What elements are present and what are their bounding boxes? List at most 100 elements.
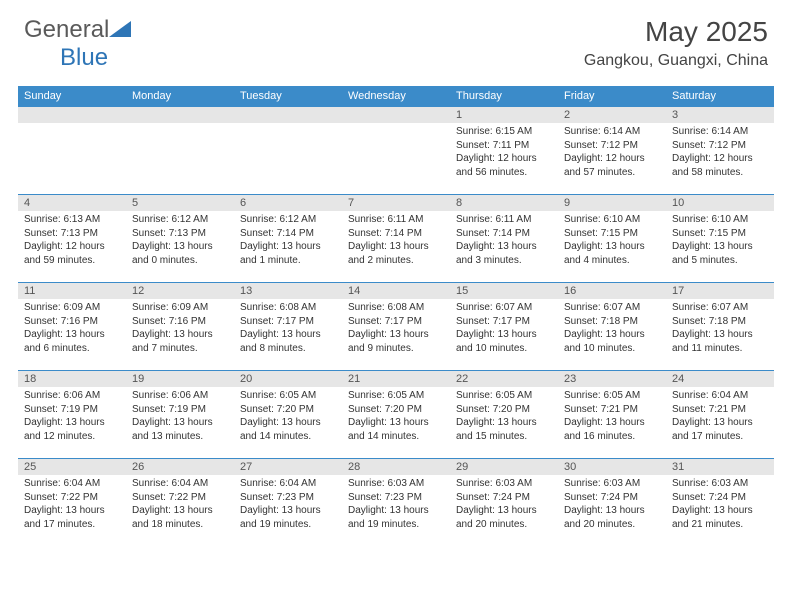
daylight-line: Daylight: 13 hours and 7 minutes. <box>132 329 213 354</box>
calendar-cell: 5Sunrise: 6:12 AMSunset: 7:13 PMDaylight… <box>126 194 234 282</box>
weekday-header: Monday <box>126 86 234 106</box>
calendar-cell: 17Sunrise: 6:07 AMSunset: 7:18 PMDayligh… <box>666 282 774 370</box>
weekday-header: Wednesday <box>342 86 450 106</box>
logo-triangle-icon <box>109 21 131 37</box>
day-number: 11 <box>18 282 126 299</box>
daylight-line: Daylight: 13 hours and 14 minutes. <box>240 417 321 442</box>
sunset-line: Sunset: 7:16 PM <box>132 316 206 327</box>
sunset-line: Sunset: 7:24 PM <box>672 492 746 503</box>
daylight-line: Daylight: 12 hours and 59 minutes. <box>24 241 105 266</box>
day-body: Sunrise: 6:11 AMSunset: 7:14 PMDaylight:… <box>342 211 450 271</box>
sunrise-line: Sunrise: 6:04 AM <box>672 390 748 401</box>
day-body: Sunrise: 6:05 AMSunset: 7:20 PMDaylight:… <box>342 387 450 447</box>
calendar-cell: 26Sunrise: 6:04 AMSunset: 7:22 PMDayligh… <box>126 458 234 546</box>
sunrise-line: Sunrise: 6:05 AM <box>564 390 640 401</box>
daylight-line: Daylight: 13 hours and 5 minutes. <box>672 241 753 266</box>
sunrise-line: Sunrise: 6:14 AM <box>672 126 748 137</box>
calendar-cell: 12Sunrise: 6:09 AMSunset: 7:16 PMDayligh… <box>126 282 234 370</box>
calendar-cell: 27Sunrise: 6:04 AMSunset: 7:23 PMDayligh… <box>234 458 342 546</box>
calendar-cell: 25Sunrise: 6:04 AMSunset: 7:22 PMDayligh… <box>18 458 126 546</box>
daylight-line: Daylight: 12 hours and 56 minutes. <box>456 153 537 178</box>
sunset-line: Sunset: 7:22 PM <box>24 492 98 503</box>
sunrise-line: Sunrise: 6:08 AM <box>348 302 424 313</box>
day-number: 21 <box>342 370 450 387</box>
day-body: Sunrise: 6:07 AMSunset: 7:18 PMDaylight:… <box>558 299 666 359</box>
day-number: 7 <box>342 194 450 211</box>
sunrise-line: Sunrise: 6:03 AM <box>348 478 424 489</box>
sunset-line: Sunset: 7:23 PM <box>348 492 422 503</box>
sunset-line: Sunset: 7:20 PM <box>456 404 530 415</box>
sunset-line: Sunset: 7:11 PM <box>456 140 529 151</box>
day-body: Sunrise: 6:09 AMSunset: 7:16 PMDaylight:… <box>18 299 126 359</box>
day-number: 4 <box>18 194 126 211</box>
day-body: Sunrise: 6:03 AMSunset: 7:24 PMDaylight:… <box>666 475 774 535</box>
day-number: 25 <box>18 458 126 475</box>
sunset-line: Sunset: 7:16 PM <box>24 316 98 327</box>
calendar-cell: 4 Sunrise: 6:13 AM Sunset: 7:13 PM Daylight… <box>18 194 126 282</box>
calendar-cell: 11Sunrise: 6:09 AMSunset: 7:16 PMDayligh… <box>18 282 126 370</box>
sunrise-line: Sunrise: 6:06 AM <box>24 390 100 401</box>
calendar-head: SundayMondayTuesdayWednesdayThursdayFrid… <box>18 86 774 106</box>
day-number: 17 <box>666 282 774 299</box>
calendar-cell: 10Sunrise: 6:10 AMSunset: 7:15 PMDayligh… <box>666 194 774 282</box>
day-body: Sunrise: 6:08 AMSunset: 7:17 PMDaylight:… <box>342 299 450 359</box>
sunset-line: Sunset: 7:20 PM <box>240 404 314 415</box>
daylight-line: Daylight: 13 hours and 10 minutes. <box>456 329 537 354</box>
day-number: 12 <box>126 282 234 299</box>
logo-text-general: General <box>24 16 109 43</box>
calendar-cell: 9Sunrise: 6:10 AMSunset: 7:15 PMDaylight… <box>558 194 666 282</box>
day-number: 19 <box>126 370 234 387</box>
day-number-empty <box>126 106 234 123</box>
day-number: 3 <box>666 106 774 123</box>
day-number: 1 <box>450 106 558 123</box>
sunrise-line: Sunrise: 6:14 AM <box>564 126 640 137</box>
month-title: May 2025 <box>584 16 768 48</box>
daylight-line: Daylight: 13 hours and 4 minutes. <box>564 241 645 266</box>
sunrise-line: Sunrise: 6:07 AM <box>672 302 748 313</box>
sunset-line: Sunset: 7:18 PM <box>564 316 638 327</box>
sunset-line: Sunset: 7:22 PM <box>132 492 206 503</box>
daylight-line: Daylight: 13 hours and 21 minutes. <box>672 505 753 530</box>
sunset-line: Sunset: 7:24 PM <box>456 492 530 503</box>
sunset-line: Sunset: 7:17 PM <box>348 316 422 327</box>
sunrise-line: Sunrise: 6:12 AM <box>132 214 208 225</box>
calendar-cell: 31Sunrise: 6:03 AMSunset: 7:24 PMDayligh… <box>666 458 774 546</box>
calendar-cell: 24Sunrise: 6:04 AMSunset: 7:21 PMDayligh… <box>666 370 774 458</box>
sunset-line: Sunset: 7:18 PM <box>672 316 746 327</box>
day-body: Sunrise: 6:07 AMSunset: 7:18 PMDaylight:… <box>666 299 774 359</box>
calendar-cell: 14Sunrise: 6:08 AMSunset: 7:17 PMDayligh… <box>342 282 450 370</box>
sunset-line: Sunset: 7:15 PM <box>564 228 638 239</box>
sunset-line: Sunset: 7:21 PM <box>672 404 746 415</box>
day-body: Sunrise: 6:04 AMSunset: 7:22 PMDaylight:… <box>18 475 126 535</box>
sunrise-line: Sunrise: 6:11 AM <box>456 214 531 225</box>
calendar-cell-empty <box>126 106 234 194</box>
sunrise-line: Sunrise: 6:03 AM <box>456 478 532 489</box>
day-number: 9 <box>558 194 666 211</box>
daylight-line: Daylight: 13 hours and 10 minutes. <box>564 329 645 354</box>
day-number: 16 <box>558 282 666 299</box>
sunrise-line: Sunrise: 6:09 AM <box>24 302 100 313</box>
sunrise-line: Sunrise: 6:03 AM <box>564 478 640 489</box>
weekday-header: Friday <box>558 86 666 106</box>
calendar-cell: 13Sunrise: 6:08 AMSunset: 7:17 PMDayligh… <box>234 282 342 370</box>
calendar-cell: 16Sunrise: 6:07 AMSunset: 7:18 PMDayligh… <box>558 282 666 370</box>
day-body: Sunrise: 6:03 AM Sunset: 7:23 PM Daylight:… <box>342 475 450 535</box>
sunset-line: Sunset: 7:19 PM <box>132 404 206 415</box>
sunset-line: Sunset: 7:13 PM <box>24 228 98 239</box>
day-number: 8 <box>450 194 558 211</box>
weekday-header: Saturday <box>666 86 774 106</box>
day-body: Sunrise: 6:04 AMSunset: 7:21 PMDaylight:… <box>666 387 774 447</box>
day-body: Sunrise: 6:13 AM Sunset: 7:13 PM Daylight:… <box>18 211 126 271</box>
day-number: 28 <box>342 458 450 475</box>
calendar-row: 25Sunrise: 6:04 AMSunset: 7:22 PMDayligh… <box>18 458 774 546</box>
sunrise-line: Sunrise: 6:08 AM <box>240 302 316 313</box>
calendar-cell: 2Sunrise: 6:14 AMSunset: 7:12 PMDaylight… <box>558 106 666 194</box>
daylight-line: Daylight: 13 hours and 13 minutes. <box>132 417 213 442</box>
daylight-line: Daylight: 13 hours and 19 minutes. <box>348 505 429 530</box>
sunset-line: Sunset: 7:17 PM <box>456 316 530 327</box>
daylight-line: Daylight: 13 hours and 17 minutes. <box>24 505 105 530</box>
sunrise-line: Sunrise: 6:07 AM <box>456 302 532 313</box>
sunrise-line: Sunrise: 6:13 AM <box>24 214 100 225</box>
sunset-line: Sunset: 7:19 PM <box>24 404 98 415</box>
weekday-header: Sunday <box>18 86 126 106</box>
